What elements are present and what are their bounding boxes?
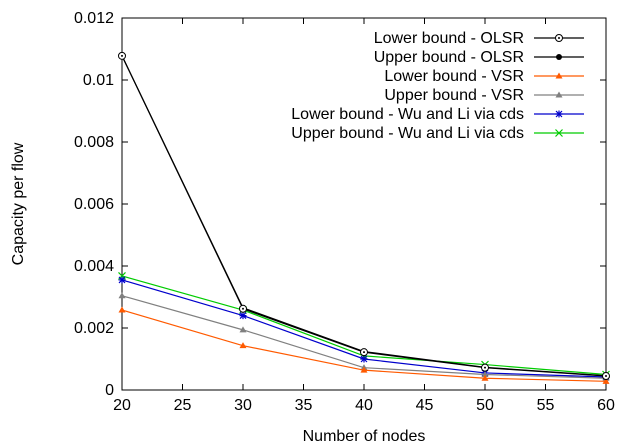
series-upper-bound-olsr — [119, 52, 609, 379]
marker-dot — [605, 375, 607, 378]
x-tick-label: 30 — [234, 397, 252, 414]
data-point — [481, 371, 489, 377]
data-point — [239, 304, 247, 313]
marker-triangle — [118, 292, 126, 299]
x-tick-label: 45 — [416, 397, 434, 414]
legend-marker — [555, 34, 563, 42]
data-point — [481, 363, 489, 372]
legend-item: Upper bound - VSR — [384, 87, 584, 104]
series-lower-bound-olsr — [118, 51, 610, 381]
series-lower-bound-vsr — [118, 306, 610, 384]
x-tick-label: 40 — [355, 397, 373, 414]
legend-marker — [555, 72, 563, 79]
marker-triangle — [481, 374, 489, 381]
legend-marker — [556, 54, 562, 60]
marker-star — [555, 110, 563, 118]
legend-label: Upper bound - OLSR — [374, 49, 524, 66]
x-tick-label: 25 — [174, 397, 192, 414]
marker-x — [555, 129, 563, 137]
legend-marker — [555, 129, 563, 137]
marker-star — [118, 276, 126, 284]
marker-triangle — [602, 377, 610, 384]
data-point — [360, 348, 368, 357]
data-point — [118, 306, 126, 313]
marker-triangle — [481, 371, 489, 377]
legend-item: Upper bound - OLSR — [374, 49, 584, 66]
y-tick-label: 0.002 — [74, 320, 114, 337]
series-line-upper-bound-olsr — [121, 55, 607, 377]
marker-triangle — [555, 72, 563, 79]
y-axis-label: Capacity per flow — [10, 142, 27, 265]
data-point — [481, 374, 489, 381]
marker-dot — [556, 54, 562, 60]
legend-label: Upper bound - Wu and Li via cds — [291, 125, 524, 142]
data-point — [118, 292, 126, 299]
marker-triangle — [360, 366, 368, 373]
legend-item: Upper bound - Wu and Li via cds — [291, 125, 584, 142]
series-layer — [118, 51, 610, 384]
y-tick-label: 0.008 — [74, 134, 114, 151]
axis-ticks: 20 25 30 35 40 45 50 55 60 0 0.002 0.004 0.006 0.008 0… — [74, 10, 615, 414]
marker-dot — [121, 54, 123, 57]
marker-triangle — [555, 91, 563, 98]
x-tick-label: 20 — [113, 397, 131, 414]
marker-triangle — [118, 306, 126, 313]
data-point — [602, 377, 610, 384]
legend-item: Lower bound - Wu and Li via cds — [291, 106, 584, 123]
data-point — [239, 326, 247, 333]
marker-dot — [363, 351, 365, 354]
marker-star — [360, 355, 368, 363]
data-point — [118, 276, 126, 284]
marker-triangle — [239, 342, 247, 349]
data-point — [360, 366, 368, 373]
data-point — [602, 372, 610, 381]
marker-triangle — [239, 326, 247, 333]
data-point — [239, 312, 247, 320]
data-point — [239, 342, 247, 349]
x-axis-label: Number of nodes — [303, 428, 426, 445]
marker-dot — [242, 307, 244, 310]
legend-label: Lower bound - OLSR — [374, 30, 524, 47]
marker-dot — [558, 37, 560, 39]
x-tick-label: 60 — [597, 397, 615, 414]
data-point — [360, 355, 368, 363]
y-tick-label: 0 — [105, 382, 114, 399]
legend-label: Upper bound - VSR — [384, 87, 524, 104]
x-tick-label: 50 — [476, 397, 494, 414]
marker-star — [239, 312, 247, 320]
x-tick-label: 55 — [537, 397, 555, 414]
y-tick-label: 0.01 — [83, 72, 114, 89]
legend-label: Lower bound - VSR — [384, 68, 524, 85]
legend-label: Lower bound - Wu and Li via cds — [291, 106, 524, 123]
legend-marker — [555, 91, 563, 98]
legend-item: Lower bound - VSR — [384, 68, 584, 85]
legend-item: Lower bound - OLSR — [374, 30, 584, 47]
legend-marker — [555, 110, 563, 118]
legend: Lower bound - OLSR Upper bound - OLSR Lowe… — [291, 30, 584, 142]
marker-dot — [484, 366, 486, 369]
series-line-lower-bound-olsr — [121, 55, 607, 377]
y-tick-label: 0.012 — [74, 10, 114, 27]
plot-frame — [121, 17, 607, 391]
x-tick-label: 35 — [295, 397, 313, 414]
y-tick-label: 0.004 — [74, 258, 114, 275]
data-point — [118, 51, 126, 60]
y-tick-label: 0.006 — [74, 196, 114, 213]
